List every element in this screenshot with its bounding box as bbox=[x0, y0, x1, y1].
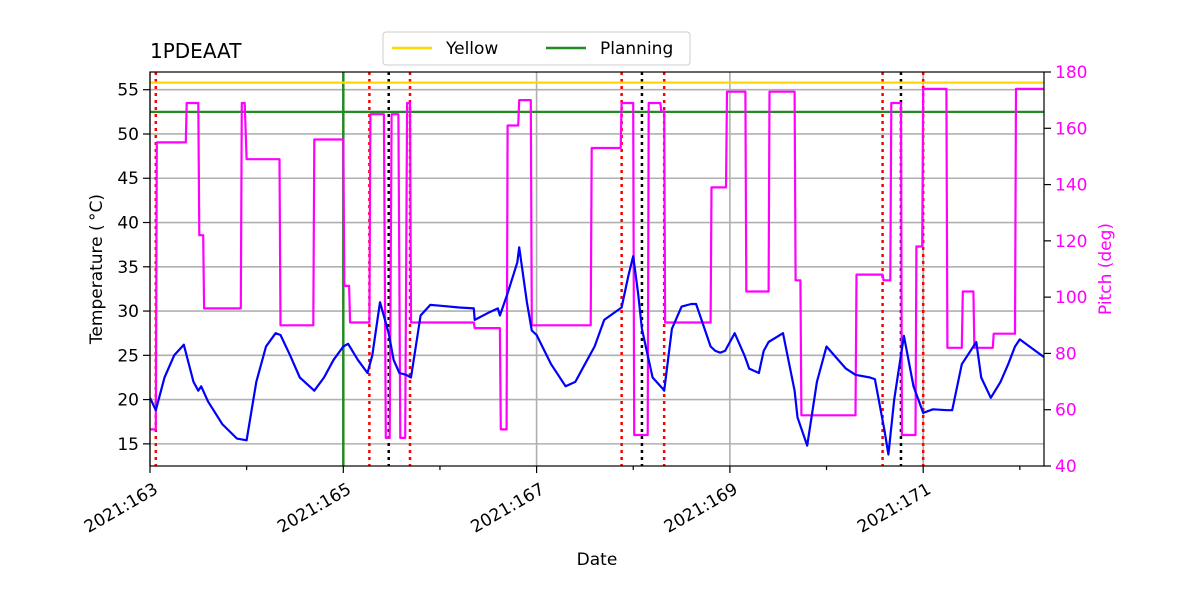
legend-planning-label: Planning bbox=[600, 39, 673, 59]
y2-tick-label: 120 bbox=[1055, 232, 1087, 252]
y2-tick-label: 160 bbox=[1055, 119, 1087, 139]
x-axis-label: Date bbox=[577, 550, 618, 570]
y2-tick-label: 100 bbox=[1055, 288, 1087, 308]
y2-axis-label: Pitch (deg) bbox=[1096, 223, 1116, 315]
y-axis-label: Temperature ( °C) bbox=[87, 194, 107, 345]
y-axis-left: 15 20 25 30 35 40 45 50 55 bbox=[117, 81, 150, 455]
y-tick-label: 15 bbox=[117, 435, 139, 455]
plot-frame bbox=[149, 71, 1045, 467]
limit-lines bbox=[150, 81, 1044, 113]
y-tick-label: 45 bbox=[117, 169, 139, 189]
y2-tick-label: 140 bbox=[1055, 176, 1087, 196]
pitch-series-line bbox=[150, 87, 1044, 439]
y-tick-label: 55 bbox=[117, 81, 139, 101]
y-tick-label: 50 bbox=[117, 125, 139, 145]
legend-yellow-label: Yellow bbox=[445, 39, 498, 59]
y-tick-label: 20 bbox=[117, 391, 139, 411]
temperature-series-line bbox=[150, 246, 1044, 456]
series bbox=[150, 87, 1044, 456]
legend: Yellow Planning bbox=[382, 31, 691, 66]
y-tick-label: 35 bbox=[117, 258, 139, 278]
legend-frame bbox=[382, 31, 691, 66]
y2-tick-label: 180 bbox=[1055, 63, 1087, 83]
y2-tick-label: 40 bbox=[1055, 457, 1077, 477]
y-tick-label: 25 bbox=[117, 346, 139, 366]
chart-title: 1PDEAAT bbox=[150, 39, 242, 63]
y2-tick-label: 80 bbox=[1055, 344, 1077, 364]
y-axis-right: 40 60 80 100 120 140 160 180 bbox=[1044, 63, 1087, 477]
y-tick-label: 40 bbox=[117, 214, 139, 234]
y2-tick-label: 60 bbox=[1055, 401, 1077, 421]
y-tick-label: 30 bbox=[117, 302, 139, 322]
